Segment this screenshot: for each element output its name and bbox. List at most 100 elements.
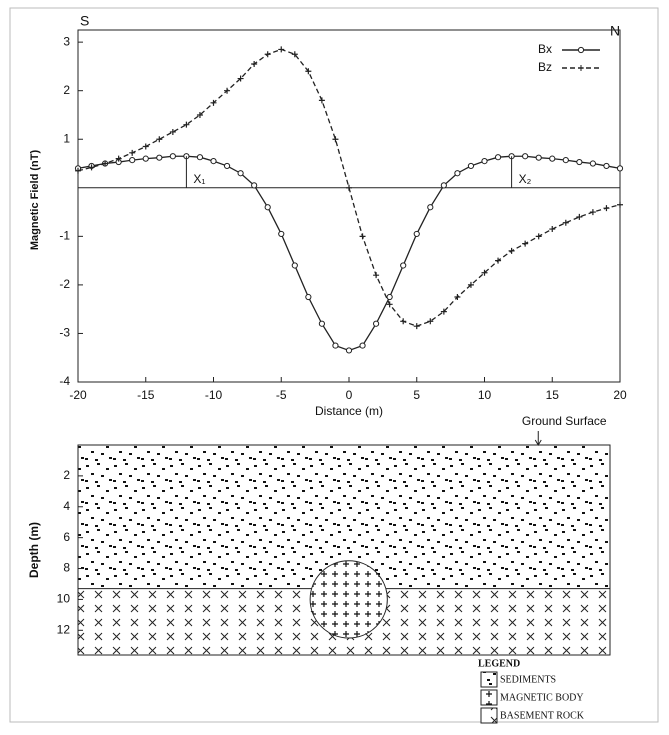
corner-label: S [80, 13, 89, 29]
legend-label: Bz [538, 60, 552, 74]
y-axis-label: Depth (m) [27, 522, 41, 578]
point [617, 201, 623, 208]
point [562, 219, 569, 226]
y-axis-label: Magnetic Field (nT) [29, 150, 41, 251]
ground-surface-arrow [534, 431, 542, 446]
x-axis-label: Distance (m) [315, 404, 383, 418]
point [373, 320, 380, 327]
legend-label: SEDIMENTS [500, 674, 556, 685]
point [495, 257, 502, 264]
ground-surface-label: Ground Surface [522, 414, 607, 428]
x-tick-label: 0 [346, 388, 353, 402]
legend-swatch [480, 689, 498, 706]
point [549, 155, 556, 162]
point [467, 162, 475, 170]
point [413, 323, 420, 330]
point [278, 46, 285, 53]
y-tick-label: 10 [57, 592, 71, 606]
point [224, 87, 231, 94]
x-tick-label: 15 [546, 388, 560, 402]
y-tick-label: -2 [59, 277, 70, 291]
point [616, 165, 624, 172]
point [576, 213, 583, 220]
x-tick-label: -5 [276, 388, 287, 402]
point [427, 204, 434, 211]
plot-frame [77, 29, 621, 383]
y-tick-label: 1 [63, 131, 70, 145]
point [237, 170, 244, 177]
point [332, 342, 339, 349]
point [223, 162, 231, 170]
point [169, 153, 176, 160]
point [359, 342, 366, 349]
point [603, 162, 610, 170]
legend-swatch [480, 707, 498, 724]
point [535, 154, 542, 161]
point [251, 182, 258, 189]
point [264, 204, 271, 211]
point [400, 262, 407, 269]
point [291, 262, 298, 269]
point [454, 294, 461, 301]
point [345, 347, 353, 354]
point [102, 160, 109, 167]
point [332, 136, 339, 143]
x-tick-label: 10 [478, 388, 492, 402]
y-tick-label: 2 [63, 468, 70, 482]
point [264, 51, 271, 58]
point [522, 153, 529, 160]
point [115, 155, 122, 162]
y-tick-label: 2 [63, 83, 70, 97]
point [562, 157, 569, 164]
legend-marker [578, 65, 584, 71]
point [535, 233, 542, 240]
point [278, 230, 285, 238]
point [196, 111, 203, 118]
point [373, 272, 380, 279]
point [440, 182, 447, 189]
point [129, 149, 136, 156]
annotation-label: X₁ [193, 172, 205, 186]
x-tick-label: 20 [613, 388, 627, 402]
point [413, 230, 420, 238]
y-tick-label: 6 [63, 530, 70, 544]
corner-label: N [610, 23, 620, 39]
legend-title: LEGEND [478, 658, 520, 669]
y-tick-label: 8 [63, 561, 70, 575]
legend-label: Bx [538, 42, 552, 56]
point [305, 293, 312, 301]
point [589, 160, 597, 167]
point [386, 293, 393, 301]
point [142, 155, 149, 162]
point [508, 247, 515, 254]
point [427, 318, 434, 325]
y-tick-label: 4 [63, 499, 70, 513]
y-tick-label: -4 [59, 374, 70, 388]
point [549, 226, 556, 233]
point [156, 136, 163, 143]
legend-marker [577, 46, 585, 54]
point [291, 51, 298, 58]
point [481, 269, 488, 276]
y-tick-label: -3 [59, 326, 70, 340]
point [210, 99, 217, 106]
x-tick-label: 5 [413, 388, 420, 402]
point [359, 233, 366, 240]
point [196, 154, 204, 161]
annotation-label: X₂ [519, 172, 532, 186]
x-tick-label: -10 [205, 388, 223, 402]
y-tick-label: 3 [63, 34, 70, 48]
point [346, 184, 352, 191]
point [522, 240, 529, 247]
point [576, 158, 583, 166]
point [156, 154, 163, 161]
point [183, 121, 190, 128]
y-tick-label: 12 [57, 622, 71, 636]
point [318, 320, 325, 327]
point [440, 308, 447, 315]
point [142, 143, 149, 150]
section-frame [77, 444, 611, 656]
point [400, 318, 407, 325]
